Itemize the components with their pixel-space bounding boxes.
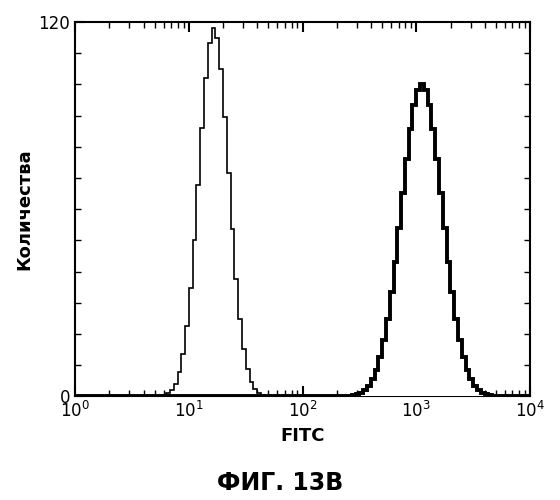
Y-axis label: Количества: Количества (15, 148, 33, 270)
Text: ФИГ. 13В: ФИГ. 13В (217, 471, 343, 495)
X-axis label: FITC: FITC (281, 427, 325, 445)
